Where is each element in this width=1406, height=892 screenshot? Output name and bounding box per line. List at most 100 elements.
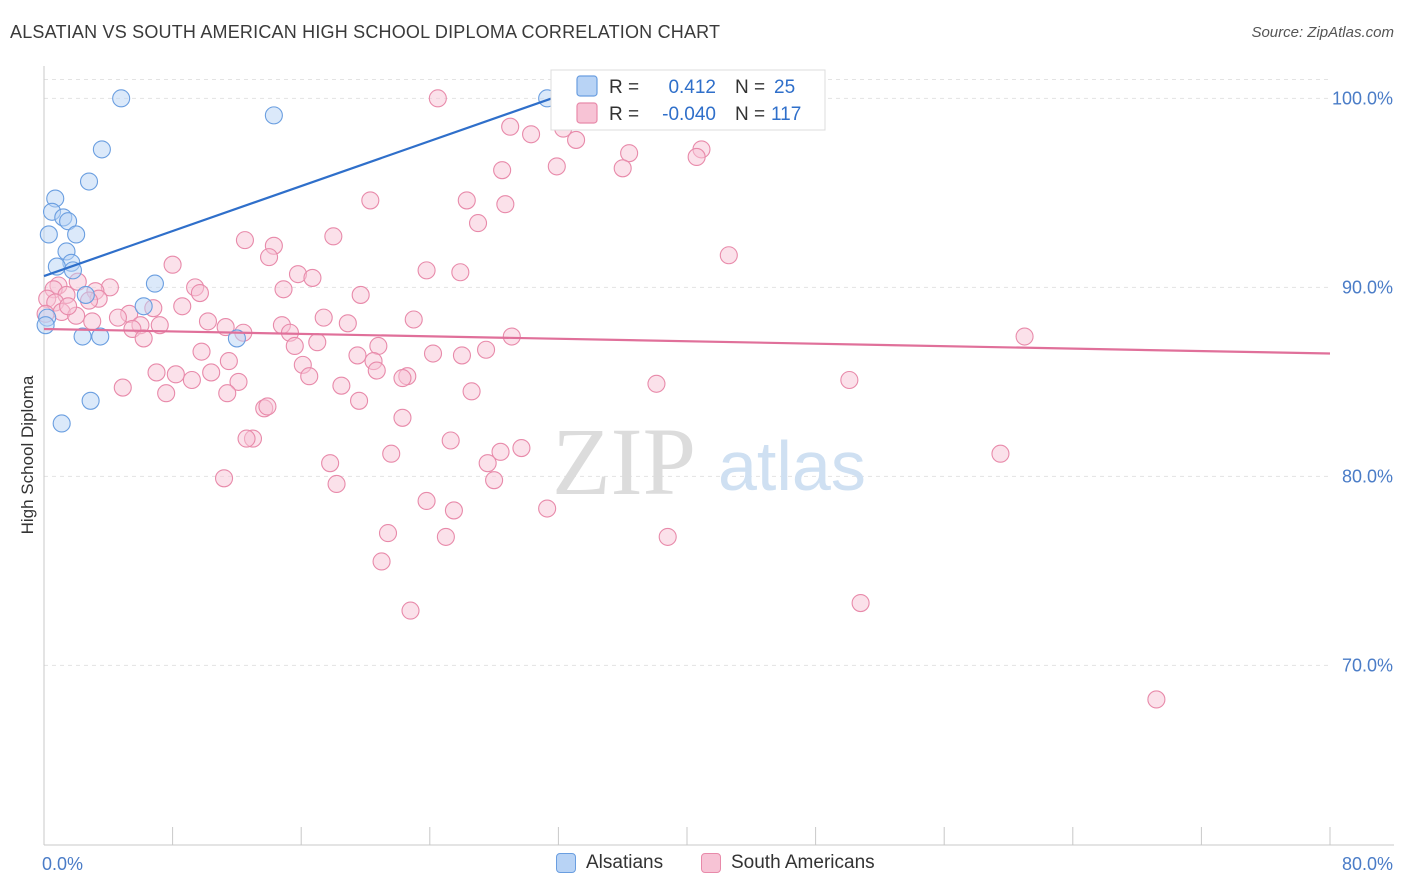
south-americans-point [367, 361, 386, 380]
legend-swatch-alsatians [576, 75, 598, 97]
south-americans-point [393, 408, 412, 427]
south-americans-point [444, 501, 463, 520]
south-americans-point [1015, 327, 1034, 346]
y-tick-label: 80.0% [1342, 466, 1393, 486]
south-americans-point [229, 372, 248, 391]
south-americans-point [423, 344, 443, 363]
watermark-zip-text: ZIP [552, 408, 696, 515]
alsatians-point [145, 274, 164, 293]
y-tick-label: 100.0% [1332, 88, 1393, 108]
south-americans-point [338, 314, 357, 333]
south-americans-point [350, 391, 369, 410]
alsatians-point [91, 327, 110, 346]
south-americans-point [303, 268, 322, 287]
y-tick-labels: 70.0% 80.0% 90.0% 100.0% [1332, 88, 1393, 675]
legend-item-south-americans-swatch [701, 853, 721, 873]
alsatians-point [52, 414, 71, 433]
alsatians-point [264, 106, 283, 125]
south-americans-point [237, 429, 256, 448]
source-label: Source: ZipAtlas.com [1251, 24, 1394, 41]
south-americans-point [348, 346, 367, 365]
x-tick-label-start: 0.0% [42, 854, 83, 874]
alsatians-point [76, 285, 95, 304]
south-americans-point [382, 444, 401, 463]
south-americans-point [113, 378, 132, 397]
south-americans-point [147, 363, 166, 382]
trend-lines [43, 91, 1331, 355]
south-americans-point [393, 369, 412, 388]
south-americans-point [512, 438, 531, 458]
alsatians-point [112, 89, 131, 108]
south-americans-point [462, 382, 481, 401]
legend-n-label-south-americans: N = [735, 104, 765, 125]
south-americans-point [157, 384, 176, 403]
alsatians-trend-line [43, 91, 569, 278]
south-americans-point [314, 308, 333, 327]
south-americans-point [192, 342, 211, 361]
south-americans-point [378, 524, 398, 543]
alsatians-point [63, 261, 82, 280]
south-americans-point [351, 285, 370, 304]
x-tick-labels: 0.0% 80.0% [42, 854, 1393, 874]
south-americans-point [258, 397, 277, 416]
south-americans-point [538, 499, 557, 518]
south-americans-point [285, 336, 304, 356]
south-americans-point [991, 444, 1010, 463]
axes [43, 66, 1394, 846]
y-tick-label: 90.0% [1342, 277, 1393, 297]
south-americans-point [361, 191, 380, 210]
south-americans-point [441, 431, 460, 450]
watermark-atlas-text: atlas [718, 427, 866, 505]
south-americans-point [417, 261, 436, 280]
alsatians-points [36, 89, 557, 433]
south-americans-point [613, 159, 632, 178]
x-tick-label-end: 80.0% [1342, 854, 1393, 874]
south-americans-point [851, 593, 870, 613]
south-americans-point [491, 442, 510, 461]
alsatians-point [79, 172, 99, 191]
south-americans-point [150, 316, 169, 335]
south-americans-point [202, 363, 221, 382]
south-americans-point [327, 474, 346, 494]
south-americans-point [369, 336, 388, 356]
south-americans-point [1147, 690, 1166, 709]
south-americans-point [163, 255, 182, 274]
south-americans-point [404, 310, 423, 329]
south-americans-point [620, 144, 639, 163]
south-americans-point [501, 117, 520, 136]
y-tick-label: 70.0% [1342, 655, 1393, 675]
chart-title: ALSATIAN VS SOUTH AMERICAN HIGH SCHOOL D… [10, 22, 721, 42]
grid-lines [44, 78, 1330, 666]
south-americans-point [647, 374, 666, 393]
south-americans-point [190, 283, 209, 303]
south-americans-point [719, 246, 738, 265]
south-americans-point [401, 601, 420, 620]
south-americans-point [567, 130, 586, 149]
south-americans-point [214, 469, 234, 488]
legend-r-value-south-americans: -0.040 [662, 104, 716, 125]
south-americans-point [451, 263, 470, 282]
south-americans-point [468, 214, 488, 233]
south-americans-point [259, 248, 279, 267]
south-americans-point [687, 147, 706, 167]
south-americans-point [218, 384, 237, 403]
south-americans-point [522, 125, 541, 144]
legend-item-south-americans-label: South Americans [731, 852, 875, 873]
alsatians-point [81, 391, 100, 410]
south-americans-point [502, 327, 521, 346]
south-americans-point [417, 491, 436, 511]
legend-n-value-south-americans: 117 [771, 104, 801, 125]
south-americans-point [840, 370, 859, 390]
south-americans-point [478, 454, 497, 473]
correlation-legend: R = 0.412 N = 25 R = -0.040 N = 117 [550, 69, 826, 131]
alsatians-point [39, 225, 58, 244]
south-americans-point [452, 346, 472, 365]
south-americans-point [485, 471, 504, 490]
south-americans-point [547, 157, 566, 176]
south-americans-points [36, 89, 1166, 709]
south-americans-point [173, 297, 192, 316]
legend-item-alsatians: Alsatians [556, 852, 663, 874]
alsatians-point [36, 316, 55, 335]
south-americans-point [321, 454, 340, 473]
south-americans-point [324, 227, 343, 246]
